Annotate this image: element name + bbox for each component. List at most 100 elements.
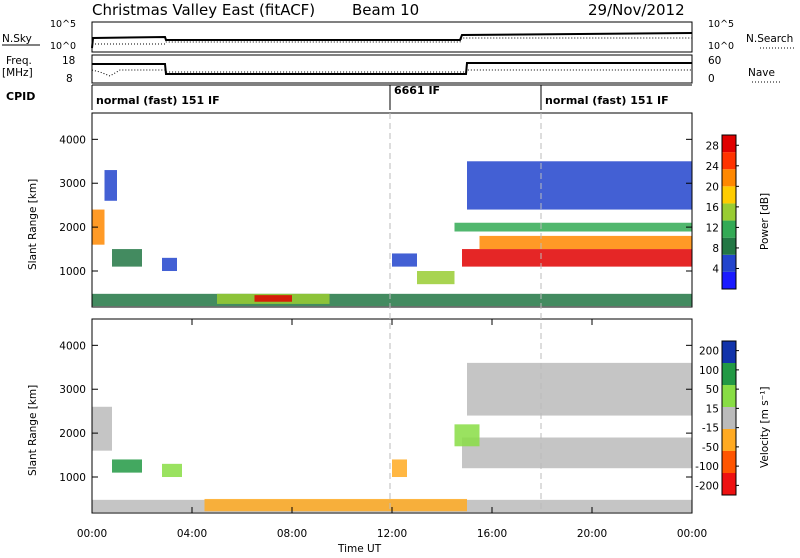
power-ylabel: Slant Range [km] [27,179,39,270]
colorbar-segment-6 [722,169,736,187]
nsky-line [91,32,693,49]
x-tick-label-3: 12:00 [377,528,407,540]
x-tick-label-4: 16:00 [477,528,507,540]
freq-line [92,62,692,75]
colorbar-tick-label-7: -200 [695,480,719,492]
freq-label: Freq. [6,55,32,67]
power-region-10 [462,249,692,267]
power-region-9 [454,222,692,232]
nsky-tick-high: 10^5 [50,19,76,30]
power-panel: 1000 2000 3000 4000 Slant Range [km] 4 8 12 16… [27,112,771,308]
colorbar-segment-7 [722,152,736,170]
colorbar-tick-label-5: -50 [702,442,719,454]
velocity-region-7 [467,362,692,416]
nsearch-tick-high: 10^5 [708,19,734,30]
colorbar-tick-label-2: 12 [706,222,719,234]
freq-unit: [MHz] [2,67,33,79]
freq-panel: Freq. [MHz] 18 8 60 0 Nave [2,54,780,85]
power-region-11 [479,235,692,250]
nsky-tick-low: 10^0 [50,41,76,52]
cpid-segment-1: normal (fast) 151 IF [96,94,220,107]
velocity-y-ticks: 1000 2000 3000 4000 [59,340,692,484]
colorbar-tick-label-4: -15 [702,423,719,435]
nave-tick-high: 60 [708,55,721,67]
y-tick-label-3: 4000 [59,134,86,146]
colorbar-segment-2 [722,237,736,255]
colorbar-tick-label-1: 8 [712,243,719,255]
plot-title: Christmas Valley East (fitACF) [92,1,315,19]
velocity-colorbar: 200 100 50 15 -15 -50 -100 -200 [695,340,739,496]
x-tick-label-2: 08:00 [277,528,307,540]
y-tick-label-0: 1000 [59,472,86,484]
colorbar-tick-label-1: 100 [699,365,719,377]
freq-tick-high: 18 [62,55,75,67]
nsky-panel: N.Sky 10^5 10^0 10^5 10^0 N.Search [2,19,796,53]
power-region-7 [392,253,417,267]
nave-line [91,69,692,77]
velocity-region-5 [392,459,407,478]
colorbar-segment-1 [722,451,736,473]
beam-label: Beam 10 [352,1,419,19]
colorbar-segment-6 [722,341,736,363]
velocity-panel: 1000 2000 3000 4000 Slant Range [km] 200 100… [27,318,771,555]
power-region-12 [467,161,692,210]
colorbar-tick-label-6: 28 [706,140,719,152]
power-marks [92,161,692,307]
nsearch-line [92,37,692,45]
nave-label: Nave [748,67,775,79]
y-tick-label-1: 2000 [59,428,86,440]
colorbar-segment-0 [722,271,736,289]
colorbar-tick-label-3: 16 [706,202,720,214]
freq-tick-low: 8 [66,73,73,85]
x-tick-label-6: 00:00 [677,528,707,540]
velocity-region-8 [454,424,480,447]
power-colorbar: 4 8 12 16 20 24 28 [706,134,739,290]
velocity-region-3 [112,459,142,473]
nsearch-tick-low: 10^0 [708,41,734,52]
colorbar-segment-4 [722,203,736,221]
power-region-8 [417,271,455,285]
y-tick-label-2: 3000 [59,384,86,396]
power-colorbar-label: Power [dB] [759,193,771,250]
colorbar-segment-1 [722,254,736,272]
colorbar-frame [721,340,737,496]
colorbar-tick-label-5: 24 [706,161,720,173]
power-y-ticks: 1000 2000 3000 4000 [59,134,692,278]
x-tick-label-1: 04:00 [177,528,207,540]
power-region-2 [254,295,292,302]
cpid-label: CPID [6,90,35,103]
plot-date: 29/Nov/2012 [588,1,685,19]
colorbar-segment-2 [722,429,736,451]
cpid-row: CPID normal (fast) 151 IF 6661 IF normal… [6,84,692,110]
velocity-region-2 [92,406,112,451]
nsky-label: N.Sky [2,33,32,45]
velocity-region-1 [204,498,467,512]
colorbar-segment-3 [722,220,736,238]
x-axis-label: Time UT [337,543,382,554]
nsearch-label: N.Search [746,33,793,45]
power-region-6 [162,257,177,272]
colorbar-tick-label-2: 50 [706,384,719,396]
colorbar-segment-5 [722,186,736,204]
x-ticks: 00:00 04:00 08:00 12:00 16:00 20:00 00:00 [77,319,707,540]
y-tick-label-2: 3000 [59,178,86,190]
colorbar-segment-4 [722,385,736,407]
velocity-region-6 [462,437,692,469]
x-tick-label-5: 20:00 [577,528,607,540]
cpid-guides [389,113,542,513]
velocity-panel-bg [92,319,692,513]
x-tick-label-0: 00:00 [77,528,107,540]
colorbar-frame [721,134,737,290]
nave-tick-low: 0 [708,73,715,85]
y-tick-label-3: 4000 [59,340,86,352]
colorbar-tick-label-4: 20 [706,181,719,193]
colorbar-tick-label-0: 4 [712,263,719,275]
velocity-region-4 [162,463,182,478]
colorbar-tick-label-0: 200 [699,346,719,358]
power-panel-bg [92,113,692,307]
power-region-0 [92,293,692,307]
colorbar-tick-label-3: 15 [706,403,719,415]
velocity-colorbar-label: Velocity [m s⁻¹] [759,386,771,468]
power-region-4 [104,170,117,201]
